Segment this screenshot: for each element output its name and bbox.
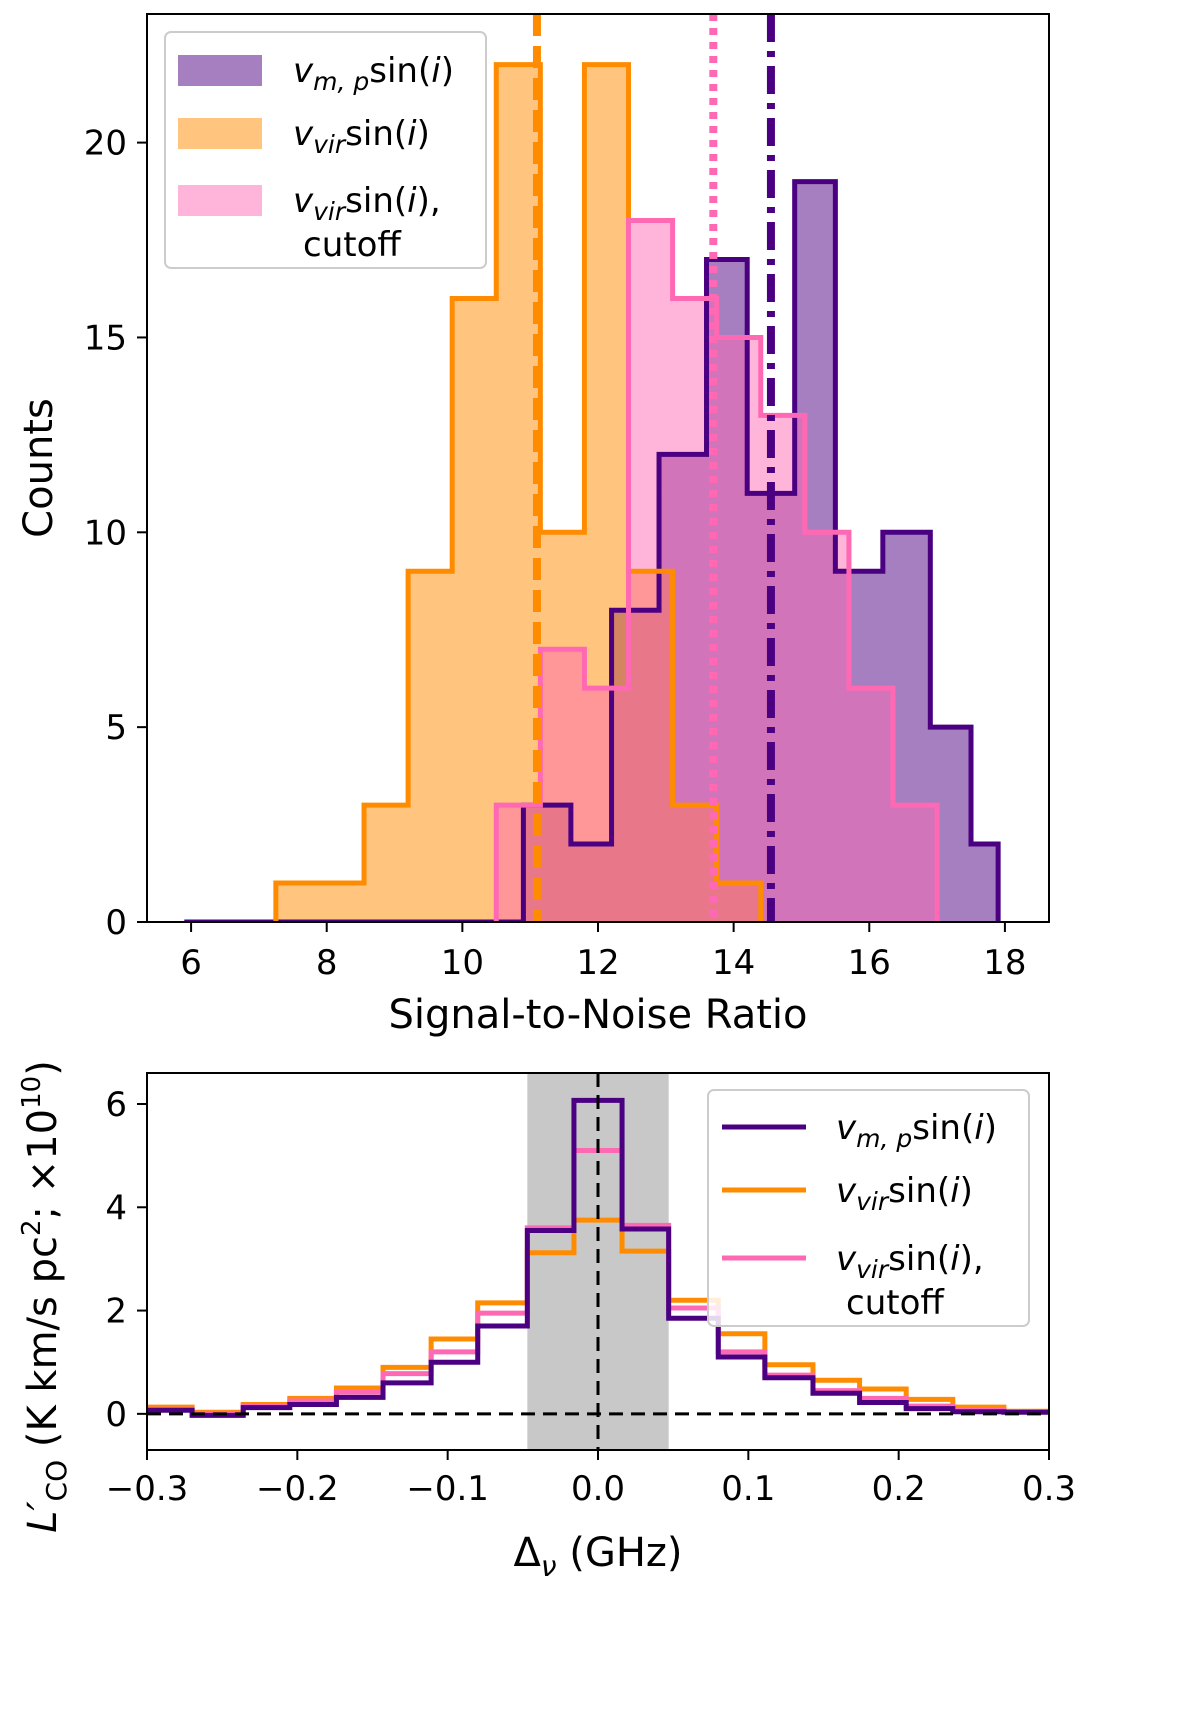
legend-entry-2-label-line2: cutoff [303, 225, 402, 265]
y-axis-label: L′CO (K km/s pc2; ×1010) [17, 1060, 73, 1533]
legend-entry-1-label-close: ) [960, 1171, 973, 1211]
y-axis-label-close: ) [20, 1060, 66, 1076]
x-tick-label: 10 [441, 943, 484, 983]
y-axis-label: Counts [16, 398, 62, 538]
x-axis-label-sub: ν [541, 1550, 557, 1583]
spectrum-chart: −0.3 −0.2 −0.1 0.0 0.1 0.2 0.3 0 2 4 6 Δν (GHz) L′CO… [17, 1060, 1076, 1583]
legend-entry-1-label-sub: vir [856, 1187, 890, 1216]
legend-entry-1-label-main: v [836, 1171, 857, 1211]
y-axis-label-mid: ; ×10 [20, 1109, 66, 1220]
histogram-fill-2 [496, 220, 938, 922]
legend-entry-1-label-italic: i [407, 114, 417, 154]
legend-entry-1-label-italic: i [950, 1171, 960, 1211]
legend-entry-1-label: vvirsin(i) [836, 1171, 973, 1216]
legend-entry-2-label-sub: vir [856, 1255, 890, 1284]
x-tick-label: 6 [180, 943, 202, 983]
x-axis-label-rest: (GHz) [557, 1530, 683, 1576]
x-tick-label: −0.2 [256, 1469, 339, 1509]
legend-swatch-1 [178, 118, 262, 149]
legend-entry-2-label-main: v [293, 181, 314, 221]
spectrum-legend: vm, psin(i)vvirsin(i)vvirsin(i),cutoff [707, 1089, 1030, 1327]
legend-entry-2-label: vvirsin(i), [836, 1239, 984, 1284]
legend-entry-0-label-italic: i [974, 1108, 984, 1148]
x-tick-label: −0.1 [406, 1469, 489, 1509]
legend-entry-0-label-sub: m, p [313, 67, 369, 96]
histogram-outline-0 [184, 179, 1001, 922]
y-axis-label-sub: CO [40, 1460, 73, 1502]
legend-entry-1-label: vvirsin(i) [293, 114, 430, 159]
x-axis-label: Δν (GHz) [513, 1530, 682, 1583]
legend-entry-1-label-close: ) [417, 114, 430, 154]
legend-entry-2-label-close: ), [417, 181, 441, 221]
legend-entry-2-label-line2: cutoff [846, 1283, 945, 1323]
legend-entry-0-label-close: ) [984, 1108, 997, 1148]
legend-entry-1-label-main: v [293, 114, 314, 154]
x-tick-label: 18 [983, 943, 1026, 983]
histogram-outline-2 [493, 218, 940, 922]
legend-entry-2-label-text: sin( [888, 1239, 950, 1279]
y-tick-label: 4 [105, 1188, 127, 1228]
y-axis-label-main: L′ [20, 1501, 66, 1532]
y-axis-label-unit: (K km/s pc [20, 1236, 66, 1460]
legend-entry-2-label: vvirsin(i), [293, 181, 441, 226]
x-tick-label: 8 [316, 943, 338, 983]
y-axis-label-sup2: 10 [17, 1076, 47, 1109]
y-tick-label: 5 [105, 708, 127, 748]
spectrum-line-0 [147, 1217, 1049, 1415]
legend-entry-2-label-close: ), [960, 1239, 984, 1279]
y-tick-label: 15 [84, 318, 127, 358]
x-tick-label: 0.3 [1022, 1469, 1076, 1509]
y-tick-label: 6 [105, 1085, 127, 1125]
y-tick-label: 0 [105, 1395, 127, 1435]
legend-entry-0-label: vm, psin(i) [836, 1108, 997, 1153]
legend-swatch-2 [178, 185, 262, 216]
histogram-legend: vm, psin(i)vvirsin(i)vvirsin(i),cutoff [164, 31, 487, 269]
legend-entry-1-label-text: sin( [888, 1171, 950, 1211]
x-tick-label: 0.2 [872, 1469, 926, 1509]
legend-entry-2-label-sub: vir [313, 197, 347, 226]
y-tick-label: 10 [84, 513, 127, 553]
legend-entry-0-label-main: v [836, 1108, 857, 1148]
histogram-chart: 6 8 10 12 14 16 18 0 5 10 15 20 Signal-to-Noise Rati… [16, 13, 1050, 1038]
legend-swatch-0 [178, 55, 262, 86]
x-axis-label-main: Δ [513, 1530, 541, 1576]
legend-entry-0-label-main: v [293, 51, 314, 91]
legend-entry-0-label-text: sin( [912, 1108, 974, 1148]
legend-entry-2-label-main: v [836, 1239, 857, 1279]
legend-entry-2-label-italic: i [407, 181, 417, 221]
y-tick-label: 2 [105, 1292, 127, 1332]
x-tick-label: 0.1 [721, 1469, 775, 1509]
x-tick-label: 14 [712, 943, 755, 983]
x-tick-label: 0.0 [571, 1469, 625, 1509]
y-tick-label: 0 [105, 903, 127, 943]
spectrum-plot-area [147, 1073, 1049, 1450]
legend-entry-0-label-text: sin( [369, 51, 431, 91]
legend-entry-1-label-sub: vir [313, 130, 347, 159]
legend-entry-0-label-close: ) [441, 51, 454, 91]
legend-entry-2-label-italic: i [950, 1239, 960, 1279]
histogram-plot-area [184, 14, 1001, 922]
y-tick-label: 20 [84, 124, 127, 164]
y-axis-label-sup1: 2 [17, 1219, 47, 1236]
legend-entry-2-label-text: sin( [345, 181, 407, 221]
legend-box [707, 1089, 1030, 1327]
x-tick-label: −0.3 [106, 1469, 189, 1509]
legend-entry-1-label-text: sin( [345, 114, 407, 154]
legend-entry-0-label-italic: i [431, 51, 441, 91]
legend-entry-0-label-sub: m, p [856, 1124, 912, 1153]
x-tick-label: 16 [848, 943, 891, 983]
x-tick-label: 12 [576, 943, 619, 983]
x-axis-label: Signal-to-Noise Ratio [388, 992, 807, 1038]
legend-entry-0-label: vm, psin(i) [293, 51, 454, 96]
